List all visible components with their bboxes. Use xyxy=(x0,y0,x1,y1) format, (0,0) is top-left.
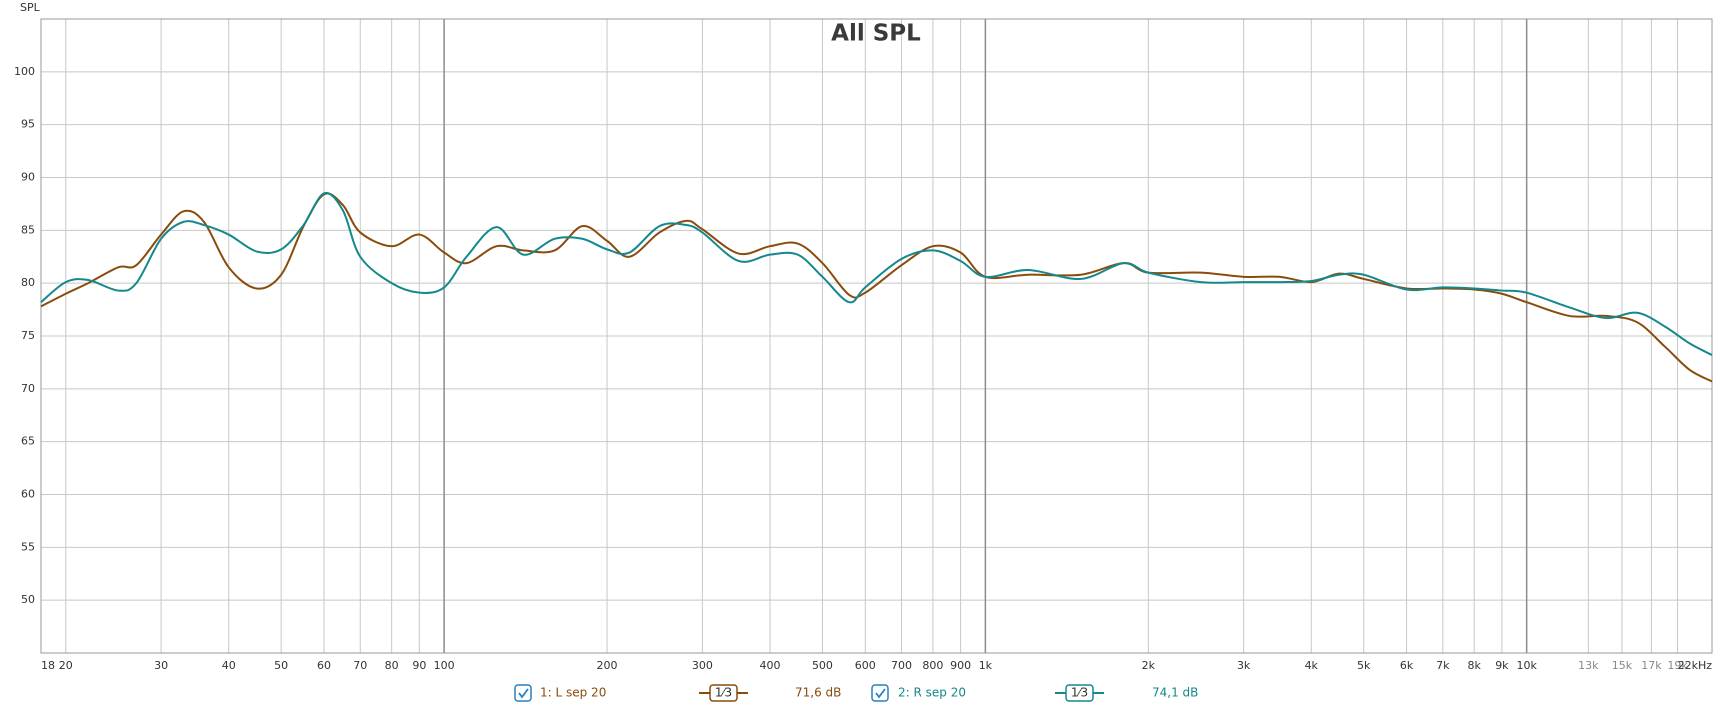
x-tick-label: 60 xyxy=(317,659,331,672)
x-tick-label: 18 xyxy=(41,659,55,672)
x-tick-label: 200 xyxy=(597,659,618,672)
y-tick-label: 75 xyxy=(21,329,35,342)
x-tick-label: 400 xyxy=(759,659,780,672)
y-tick-label: 65 xyxy=(21,435,35,448)
y-axis-label: SPL xyxy=(20,1,41,14)
x-tick-label: 19k xyxy=(1667,659,1688,672)
x-tick-label: 90 xyxy=(412,659,426,672)
legend-level: 71,6 dB xyxy=(795,686,841,700)
x-tick-label: 22kHz xyxy=(1678,659,1713,672)
checkbox-box[interactable] xyxy=(514,684,532,702)
y-tick-label: 85 xyxy=(21,223,35,236)
legend-box[interactable] xyxy=(709,684,738,702)
x-tick-label: 1k xyxy=(979,659,993,672)
plot-frame xyxy=(40,18,1713,654)
smoothing-label[interactable]: 1⁄3 xyxy=(1071,686,1088,700)
x-tick-label: 100 xyxy=(434,659,455,672)
y-tick-label: 100 xyxy=(14,65,35,78)
smoothing-button[interactable]: 1⁄3 xyxy=(1055,684,1104,702)
x-tick-label: 900 xyxy=(950,659,971,672)
x-tick-label: 17k xyxy=(1641,659,1662,672)
legend-level: 74,1 dB xyxy=(1152,686,1198,700)
legend-label: 2: R sep 20 xyxy=(898,686,966,700)
y-tick-label: 55 xyxy=(21,540,35,553)
x-tick-label: 20 xyxy=(59,659,73,672)
x-tick-label: 9k xyxy=(1495,659,1509,672)
legend-checkbox[interactable] xyxy=(871,684,889,702)
y-tick-label: 95 xyxy=(21,118,35,131)
x-tick-label: 5k xyxy=(1357,659,1371,672)
x-tick-label: 300 xyxy=(692,659,713,672)
x-tick-label: 6k xyxy=(1400,659,1414,672)
x-tick-label: 8k xyxy=(1468,659,1482,672)
legend-box[interactable] xyxy=(1065,684,1094,702)
checkbox-box[interactable] xyxy=(871,684,889,702)
x-tick-label: 500 xyxy=(812,659,833,672)
x-tick-label: 600 xyxy=(855,659,876,672)
y-tick-label: 70 xyxy=(21,382,35,395)
y-tick-label: 80 xyxy=(21,276,35,289)
x-tick-label: 70 xyxy=(353,659,367,672)
x-tick-label: 800 xyxy=(922,659,943,672)
x-tick-label: 10k xyxy=(1516,659,1537,672)
x-tick-label: 80 xyxy=(385,659,399,672)
x-tick-label: 50 xyxy=(274,659,288,672)
x-tick-label: 2k xyxy=(1142,659,1156,672)
checkbox-check[interactable] xyxy=(875,688,886,699)
x-tick-label: 700 xyxy=(891,659,912,672)
smoothing-label[interactable]: 1⁄3 xyxy=(715,686,732,700)
series-line xyxy=(40,191,1713,356)
legend-label: 1: L sep 20 xyxy=(540,686,606,700)
x-tick-label: 15k xyxy=(1612,659,1633,672)
x-tick-label: 3k xyxy=(1237,659,1251,672)
x-tick-label: 7k xyxy=(1436,659,1450,672)
x-tick-label: 40 xyxy=(222,659,236,672)
y-tick-label: 50 xyxy=(21,593,35,606)
smoothing-button[interactable]: 1⁄3 xyxy=(699,684,748,702)
y-tick-label: 60 xyxy=(21,488,35,501)
checkbox-check[interactable] xyxy=(518,688,529,699)
chart-title: All SPL xyxy=(831,21,921,47)
x-tick-label: 4k xyxy=(1305,659,1319,672)
x-tick-label: 30 xyxy=(154,659,168,672)
y-tick-label: 90 xyxy=(21,171,35,184)
x-tick-label: 13k xyxy=(1578,659,1599,672)
legend-checkbox[interactable] xyxy=(514,684,532,702)
